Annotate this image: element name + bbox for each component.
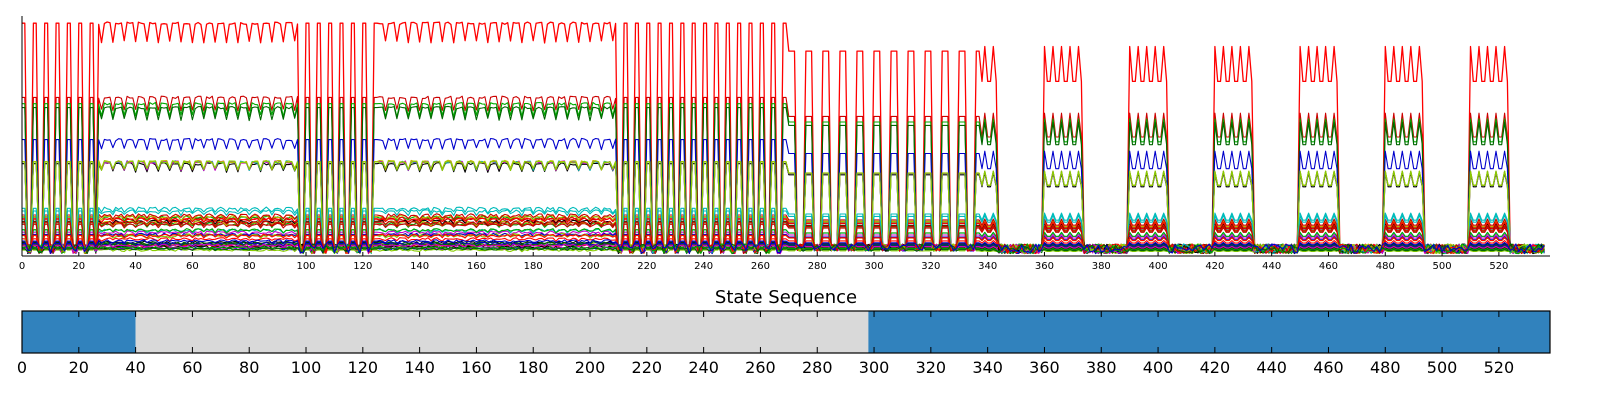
signal-x-tick-label: 380 [1092, 261, 1111, 272]
signal-x-tick-label: 140 [410, 261, 429, 272]
signal-x-tick-label: 300 [864, 261, 883, 272]
signal-series-line [22, 227, 1545, 255]
state-x-tick-label: 520 [1484, 358, 1515, 377]
signal-x-tick-label: 240 [694, 261, 713, 272]
state-x-tick-label: 260 [745, 358, 776, 377]
signal-x-tick-label: 0 [19, 261, 25, 272]
signal-x-tick-label: 40 [129, 261, 142, 272]
signal-series-line [22, 220, 1545, 255]
signal-x-tick-label: 80 [243, 261, 256, 272]
signal-x-tick-label: 520 [1489, 261, 1508, 272]
state-x-tick-label: 480 [1370, 358, 1401, 377]
signal-lines [22, 21, 1545, 255]
signal-x-tick-label: 460 [1319, 261, 1338, 272]
signal-x-tick-label: 220 [637, 261, 656, 272]
signal-x-tick-label: 160 [467, 261, 486, 272]
signal-x-tick-label: 440 [1262, 261, 1281, 272]
signal-plot: 0 20 40 60 80 100 120 140 160 180 200 220 240 260 280 3… [19, 16, 1550, 272]
state-x-ticks: 0 20 40 60 80 100 120 140 160 180 200 220 240 260 280 3… [17, 311, 1514, 377]
signal-series-line [22, 243, 1545, 255]
state-x-tick-label: 40 [125, 358, 145, 377]
state-x-tick-label: 460 [1313, 358, 1344, 377]
state-x-tick-label: 80 [239, 358, 259, 377]
state-x-tick-label: 220 [632, 358, 663, 377]
signal-x-tick-label: 260 [751, 261, 770, 272]
signal-x-tick-label: 60 [186, 261, 199, 272]
signal-x-tick-label: 500 [1433, 261, 1452, 272]
state-x-tick-label: 240 [688, 358, 719, 377]
signal-x-tick-label: 340 [978, 261, 997, 272]
state-x-tick-label: 0 [17, 358, 27, 377]
signal-x-tick-label: 100 [296, 261, 315, 272]
state-bars [22, 311, 1550, 353]
state-x-tick-label: 440 [1256, 358, 1287, 377]
state-sequence-plot: State Sequence 0 20 40 60 80 100 120 140 160 180 2… [17, 287, 1551, 377]
state-x-tick-label: 140 [404, 358, 435, 377]
signal-x-ticks: 0 20 40 60 80 100 120 140 160 180 200 220 240 260 280 3… [19, 252, 1508, 272]
state-x-tick-label: 60 [182, 358, 202, 377]
signal-x-tick-label: 420 [1205, 261, 1224, 272]
state-sequence-frame [21, 310, 1551, 354]
state-sequence-title: State Sequence [715, 287, 857, 308]
state-x-tick-label: 160 [461, 358, 492, 377]
signal-x-tick-label: 120 [353, 261, 372, 272]
state-bar [868, 311, 1550, 353]
state-x-tick-label: 280 [802, 358, 833, 377]
signal-x-tick-label: 360 [1035, 261, 1054, 272]
state-x-tick-label: 180 [518, 358, 549, 377]
state-x-tick-label: 400 [1143, 358, 1174, 377]
state-x-tick-label: 360 [1029, 358, 1060, 377]
state-x-tick-label: 20 [69, 358, 89, 377]
state-x-tick-label: 380 [1086, 358, 1117, 377]
signal-x-tick-label: 400 [1149, 261, 1168, 272]
signal-x-tick-label: 320 [921, 261, 940, 272]
signal-series-line [22, 239, 1545, 255]
state-x-tick-label: 100 [291, 358, 322, 377]
signal-x-tick-label: 200 [580, 261, 599, 272]
signal-x-tick-label: 480 [1376, 261, 1395, 272]
state-bar [135, 311, 869, 353]
state-bar [22, 311, 136, 353]
state-x-tick-label: 420 [1200, 358, 1231, 377]
state-x-tick-label: 340 [972, 358, 1003, 377]
state-x-tick-label: 200 [575, 358, 606, 377]
state-x-tick-label: 320 [916, 358, 947, 377]
signal-x-tick-label: 20 [72, 261, 85, 272]
signal-x-tick-label: 180 [524, 261, 543, 272]
state-x-tick-label: 120 [348, 358, 379, 377]
signal-x-tick-label: 280 [808, 261, 827, 272]
state-x-tick-label: 500 [1427, 358, 1458, 377]
state-x-tick-label: 300 [859, 358, 890, 377]
